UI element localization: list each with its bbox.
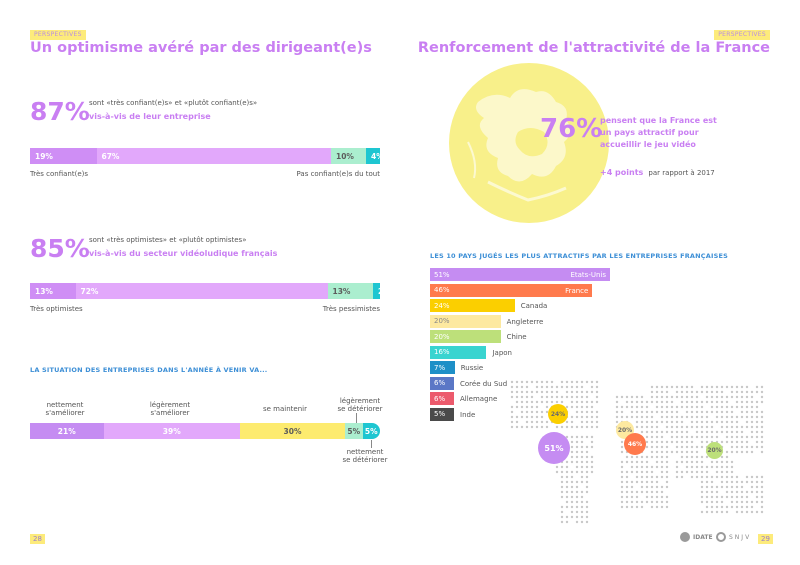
ranking-bar-0: 51%: [430, 268, 610, 281]
right-page-title: Renforcement de l'attractivité de la Fra…: [417, 40, 770, 56]
attract-value: 76%: [540, 114, 603, 144]
bar3-segment-0: 21%: [30, 423, 104, 439]
map-bubble-1: 24%: [548, 404, 568, 424]
stat2-line2: vis-à-vis du secteur vidéoludique frança…: [89, 249, 278, 258]
idate-logo: IDATE: [680, 532, 713, 542]
ranking-country-3: Angleterre: [506, 317, 544, 326]
cat-label-legerement-ameliorer: légèrement s'améliorer: [149, 401, 191, 417]
bar2-segment-0: 13%: [30, 283, 76, 299]
bar2-segment-1: 72%: [75, 283, 328, 299]
snjv-logo-icon: [716, 532, 726, 542]
attract-delta-row: +4 points par rapport à 2017: [600, 160, 715, 179]
stat1-right-label: Pas confiant(e)s du tout: [296, 170, 380, 178]
ranking-bar-9: 5%: [430, 407, 454, 421]
stat2-left-label: Très optimistes: [30, 305, 83, 313]
bar3-segment-4: 5%: [362, 423, 380, 439]
cat-label-se-maintenir: se maintenir: [263, 405, 307, 413]
ranking-bar-4: 20%: [430, 330, 501, 343]
attract-line3: accueillir le jeu vidéo: [600, 140, 696, 149]
situation-heading: LA SITUATION DES ENTREPRISES DANS L'ANNÉ…: [30, 366, 268, 374]
ranking-country-0: Etats-Unis: [570, 271, 606, 279]
idate-logo-icon: [680, 532, 690, 542]
optimism-bar: 13%72%13%2%: [30, 283, 380, 299]
bar2-segment-3: 2%: [373, 283, 380, 299]
ranking-country-8: Allemagne: [460, 395, 498, 403]
ranking-bar-2: 24%: [430, 299, 515, 312]
bar3-segment-2: 30%: [240, 423, 345, 439]
ranking-bar-6: 7%: [430, 361, 455, 374]
snjv-logo: SNJV: [716, 532, 751, 542]
bar1-segment-0: 19%: [30, 148, 97, 164]
ranking-country-1: France: [565, 286, 589, 295]
perspectives-tag-right: PERSPECTIVES: [714, 30, 770, 40]
stat1-left-label: Très confiant(e)s: [30, 170, 89, 178]
bar1-segment-1: 67%: [96, 148, 331, 164]
bar1-segment-2: 10%: [331, 148, 366, 164]
stat1-value: 87%: [30, 97, 90, 126]
ranking-bar-7: 6%: [430, 376, 454, 390]
bar1-segment-3: 4%: [366, 148, 380, 164]
ranking-bar-8: 6%: [430, 392, 454, 405]
ranking-bar-5: 16%: [430, 345, 487, 359]
perspectives-tag-left: PERSPECTIVES: [30, 30, 86, 40]
stat1-line1: sont «très confiant(e)s» et «plutôt conf…: [89, 99, 258, 107]
ranking-country-6: Russie: [460, 364, 484, 372]
map-bubble-0: 51%: [538, 432, 570, 464]
cat-label-nettement-deteriorer: nettement se détériorer: [342, 448, 388, 464]
attract-delta-suffix: par rapport à 2017: [648, 169, 715, 177]
page-number-right: 29: [758, 534, 773, 544]
left-page-title: Un optimisme avéré par des dirigeant(e)s: [30, 40, 372, 56]
ranking-country-7: Corée du Sud: [460, 379, 508, 388]
situation-bar: 21% 39% 30% 5% 5%: [30, 423, 380, 439]
bar3-segment-3: 5%: [345, 423, 363, 439]
ranking-country-5: Japon: [492, 348, 512, 357]
snjv-logo-text: SNJV: [729, 533, 752, 541]
stat2-value: 85%: [30, 234, 90, 263]
ranking-country-4: Chine: [506, 333, 527, 341]
leader-line-top: [356, 413, 357, 423]
bar3-segment-1: 39%: [103, 423, 240, 439]
attract-line2: un pays attractif pour: [600, 128, 699, 137]
stat2-line1: sont «très optimistes» et «plutôt optimi…: [89, 236, 247, 244]
idate-logo-text: IDATE: [693, 533, 713, 541]
confidence-bar: 19%67%10%4%: [30, 148, 380, 164]
cat-label-legerement-deteriorer: légèrement se détériorer: [337, 397, 383, 413]
ranking-chart-title: LES 10 PAYS JUGÉS LES PLUS ATTRACTIFS PA…: [430, 252, 729, 260]
bar2-segment-2: 13%: [327, 283, 373, 299]
ranking-bar-3: 20%: [430, 314, 501, 328]
ranking-bar-1: 46%: [430, 283, 593, 297]
cat-label-nettement-ameliorer: nettement s'améliorer: [45, 401, 85, 417]
ranking-country-9: Inde: [460, 410, 476, 419]
attract-line1: pensent que la France est: [600, 116, 717, 125]
page-number-left: 28: [30, 534, 45, 544]
ranking-country-2: Canada: [520, 302, 548, 310]
stat1-line2: vis-à-vis de leur entreprise: [89, 112, 211, 121]
map-bubble-3: 46%: [624, 433, 646, 455]
globe-illustration: [449, 63, 609, 223]
attract-delta: +4 points: [600, 168, 644, 177]
stat2-right-label: Très pessimistes: [322, 305, 380, 313]
map-bubble-4: 20%: [706, 442, 723, 459]
leader-line-bottom: [371, 440, 372, 448]
